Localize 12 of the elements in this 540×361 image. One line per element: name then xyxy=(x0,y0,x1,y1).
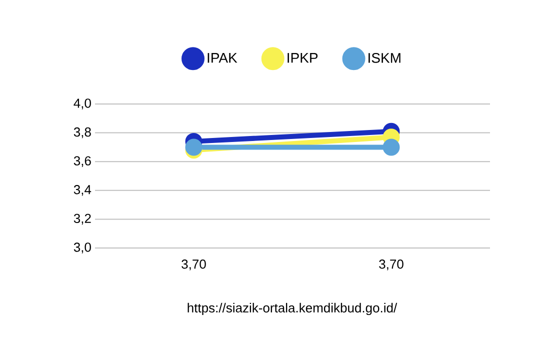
legend-label: IPKP xyxy=(288,53,318,63)
y-tick-label: 3,0 xyxy=(74,242,91,254)
y-tick-label: 4,0 xyxy=(74,98,91,110)
legend-label: IPAK xyxy=(208,53,238,63)
text: https://siazik-ortala.kemdikbud.go.id/ xyxy=(188,302,398,316)
y-tick-label: 3,6 xyxy=(74,156,91,167)
x-tick-label: 3,70 xyxy=(379,260,404,270)
legend-label: ISKM xyxy=(368,52,400,63)
y-tick-label: 3,8 xyxy=(74,127,91,138)
y-tick-label: 3,4 xyxy=(74,185,92,196)
y-tick-label: 3,2 xyxy=(74,214,91,225)
x-tick-label: 3,70 xyxy=(182,260,206,270)
